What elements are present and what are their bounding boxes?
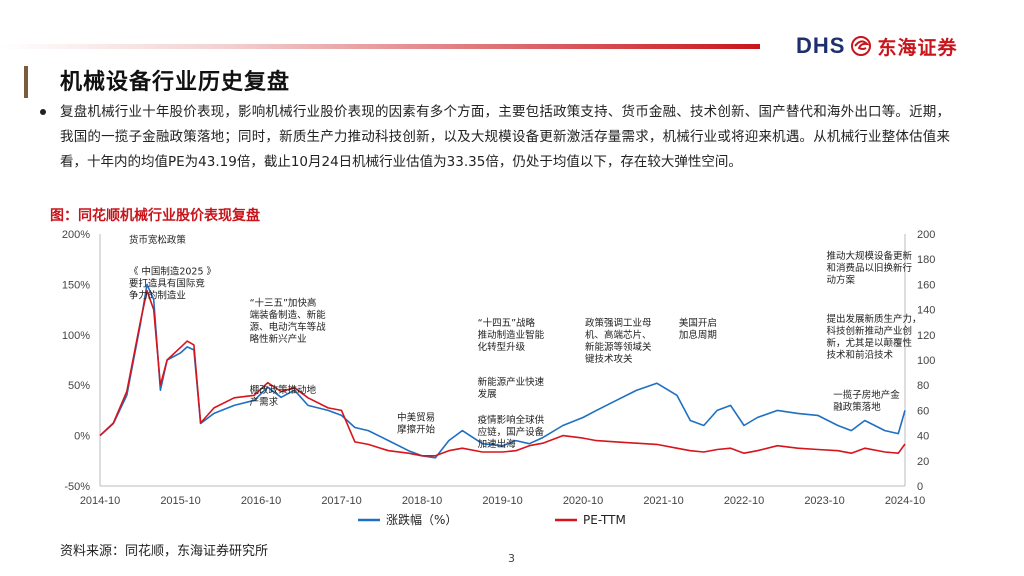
x-tick-label: 2023-10	[804, 495, 844, 507]
x-tick-label: 2018-10	[402, 495, 442, 507]
chart-annotation: 一揽子房地产金融政策落地	[833, 389, 900, 413]
stock-performance-chart: -50% 0% 50% 100% 150% 200% 0 20 40 60 80 100 120 140 1…	[62, 229, 936, 527]
top-bar: DHS 东海证券	[0, 0, 1024, 60]
summary-bullet: 复盘机械行业十年股价表现，影响机械行业股价表现的因素有多个方面，主要包括政策支持…	[40, 100, 950, 175]
page-title: 机械设备行业历史复盘	[60, 69, 291, 95]
right-tick-label: 20	[917, 456, 929, 468]
x-tick-label: 2015-10	[160, 495, 200, 507]
chart-annotation: 货币宽松政策	[129, 234, 187, 246]
x-tick-label: 2024-10	[885, 495, 925, 507]
right-tick-label: 120	[917, 330, 935, 342]
left-tick-label: 150%	[62, 279, 90, 291]
figure-title: 图：同花顺机械行业股价表现复盘	[50, 208, 260, 224]
series-line-pe-ttm	[99, 289, 906, 457]
right-tick-label: 160	[917, 279, 935, 291]
chart-annotation: 美国开启加息周期	[679, 317, 717, 341]
chart-annotation: 推动大规模设备更新和消费品以旧换新行动方案	[827, 250, 913, 286]
legend-change-pct-label: 涨跌幅（%）	[386, 512, 457, 527]
chart-annotation: “十四五”战略推动制造业智能化转型升级	[478, 317, 545, 353]
right-tick-label: 80	[917, 380, 929, 392]
left-tick-label: 100%	[62, 330, 90, 342]
right-tick-label: 200	[917, 229, 935, 241]
x-tick-label: 2022-10	[724, 495, 764, 507]
chart-annotation: 中美贸易摩擦开始	[397, 411, 436, 435]
bullet-dot-icon	[40, 109, 46, 115]
chart-annotation: “十三五”加快高端装备制造、新能源、电动汽车等战略性新兴产业	[250, 297, 327, 345]
right-tick-label: 100	[917, 355, 935, 367]
logo-chinese: 东海证券	[877, 36, 958, 59]
legend-pe-ttm-label: PE-TTM	[583, 513, 626, 527]
x-tick-label: 2016-10	[241, 495, 281, 507]
page-number: 3	[508, 552, 515, 565]
right-tick-label: 60	[917, 405, 929, 417]
x-tick-label: 2017-10	[321, 495, 361, 507]
source-note: 资料来源：同花顺，东海证券研究所	[60, 544, 269, 559]
summary-text: 复盘机械行业十年股价表现，影响机械行业股价表现的因素有多个方面，主要包括政策支持…	[60, 104, 950, 170]
right-tick-label: 180	[917, 254, 935, 266]
series-line-change-pct	[99, 283, 906, 459]
chart-annotation: 疫情影响全球供应链，国产设备加速出海	[478, 414, 545, 450]
left-tick-label: -50%	[64, 481, 90, 493]
right-tick-label: 40	[917, 431, 929, 443]
company-logo: DHS 东海证券	[796, 30, 957, 62]
x-tick-label: 2020-10	[563, 495, 603, 507]
logo-latin: DHS	[796, 33, 846, 58]
x-tick-label: 2019-10	[482, 495, 522, 507]
left-tick-label: 0%	[74, 431, 90, 443]
x-tick-label: 2014-10	[80, 495, 120, 507]
title-marker	[24, 66, 28, 98]
right-tick-label: 140	[917, 305, 935, 317]
chart-annotation: 提出发展新质生产力，科技创新推动产业创新，尤其是以颠覆性技术和前沿技术	[827, 313, 922, 361]
x-tick-label: 2021-10	[643, 495, 683, 507]
chart-annotation: 棚改政策推动地产需求	[250, 384, 317, 408]
dragon-logo-icon	[851, 36, 872, 56]
right-tick-label: 0	[917, 481, 923, 493]
chart-annotation: 新能源产业快速发展	[478, 376, 545, 400]
header-accent-line	[0, 44, 760, 49]
left-tick-label: 50%	[68, 380, 90, 392]
chart-annotation: 《 中国制造2025 》要打造具有国际竞争力的制造业	[129, 265, 216, 301]
left-tick-label: 200%	[62, 229, 90, 241]
chart-annotation: 政策强调工业母机、高端芯片、新能源等领域关键技术攻关	[585, 317, 652, 365]
